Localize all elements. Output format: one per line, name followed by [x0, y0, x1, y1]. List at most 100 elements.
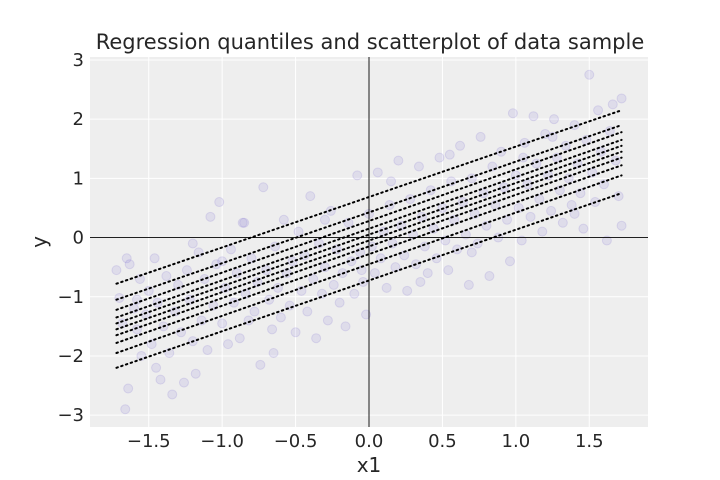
quantile-line [115, 164, 623, 344]
x-tick-label: 0.0 [355, 431, 384, 452]
data-point [161, 271, 172, 282]
x-tick-label: 1.5 [575, 431, 604, 452]
data-point [275, 312, 286, 323]
data-point [402, 285, 413, 296]
data-point [205, 211, 216, 222]
data-point [111, 265, 122, 276]
chart-title: Regression quantiles and scatterplot of … [96, 30, 645, 54]
data-point [319, 214, 330, 225]
data-point [328, 279, 339, 290]
data-point [220, 282, 231, 293]
x-tick-label: −1.5 [127, 431, 171, 452]
x-tick-label: −0.5 [274, 431, 318, 452]
data-point [349, 288, 360, 299]
y-tick-label: −2 [57, 346, 84, 367]
data-point [444, 149, 455, 160]
data-point [199, 274, 210, 284]
data-point [202, 345, 213, 356]
data-point [369, 268, 380, 279]
data-point [413, 161, 424, 172]
data-point [616, 93, 627, 104]
data-point [566, 200, 577, 210]
quantile-line [115, 174, 623, 354]
quantile-line [115, 131, 623, 311]
y-tick-label: 2 [73, 109, 84, 130]
data-point [434, 152, 445, 163]
data-point [225, 244, 236, 255]
data-point [255, 359, 266, 370]
data-point [124, 259, 135, 270]
data-point [152, 297, 163, 308]
data-point [151, 362, 162, 373]
data-point [239, 217, 250, 228]
data-point [311, 333, 322, 344]
data-point [155, 374, 166, 385]
data-point [217, 318, 228, 329]
data-point [234, 333, 245, 344]
data-point [187, 238, 198, 249]
y-tick-label: −3 [57, 405, 84, 426]
data-point [290, 327, 301, 338]
data-point [534, 194, 545, 205]
data-point [466, 247, 477, 258]
data-point [443, 265, 454, 276]
data-point [455, 140, 466, 151]
data-point [463, 279, 474, 290]
data-point [340, 321, 351, 332]
data-point [173, 279, 184, 290]
x-tick-label: 1.0 [502, 431, 531, 452]
data-point [578, 223, 589, 234]
data-point [178, 377, 189, 388]
quantile-line [115, 156, 623, 337]
data-point [415, 276, 426, 287]
data-point [504, 256, 515, 267]
data-point [607, 99, 618, 110]
data-point [372, 167, 383, 178]
x-axis-label: x1 [357, 453, 382, 477]
y-tick-label: −1 [57, 287, 84, 308]
quantile-lines [115, 109, 623, 369]
data-point [181, 265, 192, 276]
data-point [334, 297, 345, 308]
data-point [214, 197, 225, 208]
quantile-line [115, 144, 623, 325]
data-point [386, 176, 397, 187]
x-tick-label: −1.0 [200, 431, 244, 452]
data-point [293, 226, 304, 237]
reference-lines [90, 57, 648, 427]
y-axis-ticks: −3 −2 −1 0 1 2 3 [57, 50, 84, 426]
data-point [296, 285, 307, 296]
data-point [475, 131, 486, 142]
quantile-line [115, 109, 623, 285]
data-point [393, 155, 404, 166]
data-point [352, 170, 363, 181]
data-point [557, 217, 568, 228]
data-point [613, 191, 624, 202]
data-point [190, 368, 201, 379]
y-tick-label: 3 [73, 50, 84, 71]
data-point [484, 271, 495, 282]
data-point [422, 268, 433, 279]
x-axis-ticks: −1.5 −1.0 −0.5 0.0 0.5 1.0 1.5 [127, 431, 604, 452]
quantile-line [115, 192, 623, 369]
data-point [267, 324, 278, 335]
data-point [136, 350, 147, 361]
data-point [616, 220, 627, 231]
data-point [120, 404, 131, 415]
data-point [528, 111, 539, 122]
data-point [584, 69, 595, 80]
y-tick-label: 0 [73, 228, 84, 249]
data-point [547, 131, 558, 142]
data-point [537, 226, 548, 237]
quantile-line [115, 150, 623, 331]
data-point [308, 274, 319, 284]
data-point [361, 309, 372, 320]
data-point [507, 108, 518, 119]
data-point [302, 306, 313, 317]
data-point [223, 339, 234, 350]
data-point [593, 105, 604, 116]
data-point [249, 306, 260, 317]
data-point [546, 205, 557, 216]
data-point [258, 182, 269, 193]
